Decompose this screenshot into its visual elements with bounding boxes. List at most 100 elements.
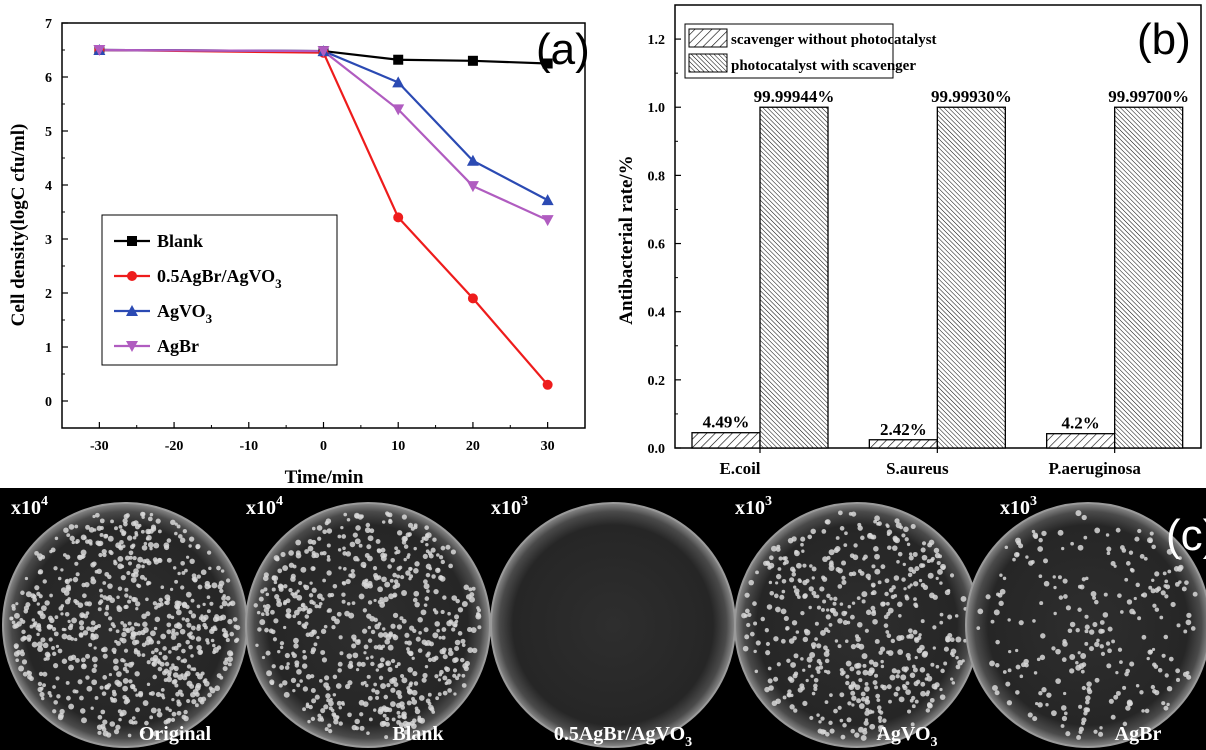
colony xyxy=(1035,701,1039,706)
colony xyxy=(1069,621,1076,628)
colony xyxy=(455,598,460,604)
colony xyxy=(40,637,46,643)
colony xyxy=(871,590,877,596)
colony xyxy=(945,636,951,643)
colony xyxy=(1083,535,1088,540)
colony xyxy=(957,659,963,666)
colony xyxy=(951,653,955,658)
legend-entry: AgBr xyxy=(157,336,199,356)
colony xyxy=(1061,715,1068,722)
colony xyxy=(328,729,333,734)
colony xyxy=(1115,527,1121,533)
colony xyxy=(38,594,43,599)
colony xyxy=(311,553,317,559)
colony xyxy=(89,626,96,633)
colony xyxy=(1075,660,1079,665)
colony xyxy=(1005,681,1011,687)
colony xyxy=(423,583,430,590)
colony xyxy=(82,630,89,636)
colony xyxy=(362,608,368,613)
colony xyxy=(400,575,405,580)
colony xyxy=(775,573,782,580)
colony xyxy=(903,526,909,533)
colony xyxy=(219,605,224,609)
colony xyxy=(832,611,839,617)
colony xyxy=(131,716,136,720)
colony xyxy=(141,730,145,734)
colony xyxy=(895,686,901,692)
colony xyxy=(406,640,412,646)
colony xyxy=(131,596,137,602)
colony xyxy=(1062,578,1068,584)
colony xyxy=(1156,586,1162,592)
colony xyxy=(259,619,266,626)
colony xyxy=(151,661,157,667)
colony xyxy=(128,550,134,556)
colony xyxy=(1164,673,1169,678)
colony xyxy=(309,581,313,585)
colony xyxy=(476,612,481,618)
legend-marker xyxy=(126,305,138,316)
colony xyxy=(907,585,911,589)
colony xyxy=(401,677,408,684)
colony xyxy=(408,683,413,688)
colony xyxy=(800,610,805,616)
colony xyxy=(1004,545,1009,550)
colony xyxy=(265,592,270,597)
colony xyxy=(104,571,110,577)
colony xyxy=(346,601,351,606)
colony xyxy=(432,537,437,542)
colony xyxy=(920,681,926,687)
colony xyxy=(851,601,856,605)
colony xyxy=(265,650,271,656)
colony xyxy=(90,706,94,710)
colony xyxy=(1065,605,1072,611)
x-tick-label: 0 xyxy=(320,439,327,454)
colony xyxy=(120,621,124,625)
colony xyxy=(305,674,312,680)
colony xyxy=(347,712,352,718)
colony xyxy=(420,609,427,616)
colony xyxy=(907,572,913,578)
colony xyxy=(881,601,886,607)
colony xyxy=(887,607,894,614)
colony xyxy=(311,539,317,545)
colony xyxy=(809,564,813,568)
colony xyxy=(353,555,359,562)
colony xyxy=(820,630,826,636)
colony xyxy=(194,703,199,708)
colony xyxy=(283,691,290,698)
colony xyxy=(401,618,407,624)
colony xyxy=(78,620,85,626)
colony xyxy=(326,557,331,562)
colony xyxy=(112,658,119,665)
colony xyxy=(994,690,1000,696)
colony xyxy=(42,683,46,688)
colony xyxy=(1067,628,1073,634)
colony xyxy=(1037,546,1044,552)
colony xyxy=(811,590,817,596)
colony xyxy=(294,609,300,616)
colony xyxy=(1077,544,1084,551)
colony xyxy=(365,522,371,528)
colony xyxy=(131,684,136,690)
colony xyxy=(403,557,407,562)
colony xyxy=(786,658,791,663)
colony xyxy=(391,717,396,722)
colony xyxy=(208,566,212,571)
colony xyxy=(808,586,814,592)
colony xyxy=(52,651,57,656)
colony xyxy=(1065,731,1071,737)
colony xyxy=(409,574,414,579)
colony xyxy=(1053,611,1057,616)
colony xyxy=(79,612,86,619)
colony xyxy=(38,557,43,561)
colony xyxy=(877,709,882,714)
colony xyxy=(141,642,147,648)
colony xyxy=(188,644,193,650)
colony xyxy=(1149,531,1154,536)
colony xyxy=(792,635,797,641)
colony xyxy=(461,643,466,647)
colony xyxy=(373,598,377,603)
colony xyxy=(1184,580,1189,585)
